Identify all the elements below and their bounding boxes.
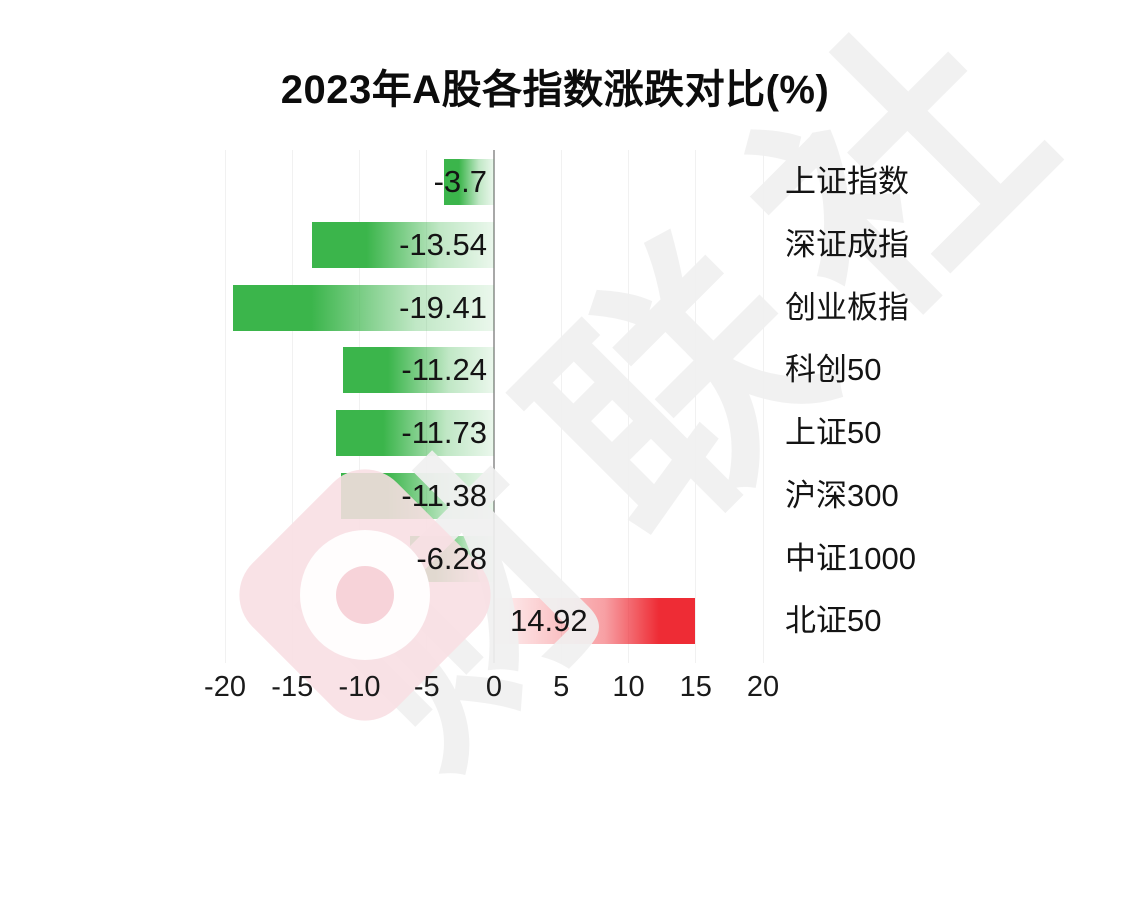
gridline <box>291 150 293 663</box>
plot-area <box>224 150 764 663</box>
gridline <box>628 150 629 663</box>
gridline <box>359 150 360 663</box>
gridline <box>224 150 226 663</box>
gridline <box>560 150 562 663</box>
bar <box>311 221 494 268</box>
bar <box>494 598 695 645</box>
gridline <box>426 150 428 663</box>
chart-title: 2023年A股各指数涨跌对比(%) <box>280 68 830 112</box>
bar <box>342 347 494 394</box>
gridline <box>762 150 764 663</box>
bar <box>409 535 494 582</box>
bar <box>232 284 494 331</box>
bar <box>340 472 494 519</box>
gridline <box>695 150 697 663</box>
bar <box>444 159 494 205</box>
bar <box>336 410 494 456</box>
zero-axis-line <box>493 150 495 663</box>
